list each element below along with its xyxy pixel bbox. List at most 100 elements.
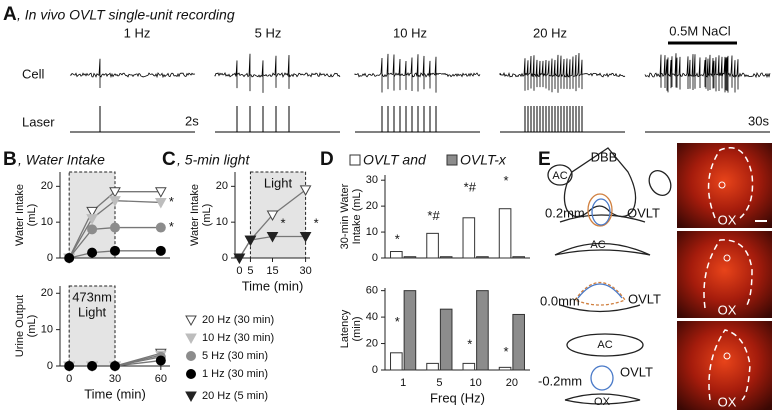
series-line	[68, 226, 161, 259]
legend-swatch	[185, 333, 197, 345]
image-label: OX	[718, 212, 737, 227]
data-point	[155, 245, 166, 256]
diagram	[547, 147, 672, 405]
traces	[69, 53, 771, 133]
cell-trace	[644, 53, 771, 93]
y-tick-label: 0	[372, 252, 378, 264]
legend-label: 10 Hz (30 min)	[202, 332, 274, 344]
bar	[476, 256, 489, 259]
diagram-label: 0.2mm	[545, 205, 585, 220]
panel-title: , In vivo OVLT single-unit recording	[17, 7, 235, 23]
diagram-label: DBB	[591, 149, 618, 164]
laser-trace	[70, 106, 195, 133]
cell-trace	[499, 53, 626, 93]
x-axis-label: Freq (Hz)	[430, 390, 485, 405]
x-tick-label: 1	[400, 377, 406, 389]
bar	[426, 362, 439, 371]
cell-trace	[354, 53, 481, 93]
data-point	[86, 214, 98, 225]
y-tick-label: 0	[372, 364, 378, 376]
y-axis-label: Latency	[339, 309, 351, 348]
data-point	[64, 361, 75, 371]
data-point	[299, 185, 312, 196]
panel-title: , 5-min light	[177, 152, 250, 168]
legend-swatch	[186, 369, 196, 379]
y-tick-label: 10	[216, 216, 228, 228]
y-axis-label: (min)	[351, 316, 363, 341]
x-tick-label: 5	[247, 265, 253, 277]
diagram-label: OVLT	[620, 364, 653, 379]
y-tick-label: 40	[366, 311, 378, 323]
light-shade	[249, 171, 307, 259]
column-label: 5 Hz	[255, 25, 282, 40]
x-axis-label: Time (min)	[84, 386, 146, 401]
x-tick-label: 10	[470, 377, 482, 389]
data-point	[110, 245, 120, 256]
data-point	[87, 361, 98, 371]
y-axis-label: (mL)	[201, 204, 213, 227]
y-axis-label: Urine Output	[14, 295, 26, 357]
bar	[439, 308, 453, 371]
y-tick-label: 0	[47, 252, 53, 264]
bar	[462, 362, 476, 371]
micrographs	[677, 143, 772, 410]
series-line	[238, 235, 306, 259]
bar	[476, 290, 489, 371]
bar	[462, 217, 476, 259]
annotation: *#	[427, 208, 440, 223]
bar	[390, 352, 403, 371]
bar	[498, 366, 512, 371]
data-point	[155, 222, 166, 233]
bar	[512, 256, 525, 259]
data-point	[109, 187, 121, 198]
data-point	[87, 247, 98, 258]
data-point	[110, 222, 120, 233]
column-label: 0.5M NaCl	[669, 23, 731, 38]
shade-label: 473nm	[72, 289, 112, 304]
image-label: OX	[718, 302, 737, 317]
diagram-label: 0.0mm	[540, 293, 580, 308]
bar	[390, 251, 403, 259]
y-tick-label: 0	[47, 360, 53, 372]
image-label: OX	[718, 394, 737, 409]
x-tick-label: 20	[506, 377, 518, 389]
data-point	[155, 355, 166, 366]
column-label: 1 Hz	[124, 25, 151, 40]
data-point	[86, 206, 98, 218]
diagram-label: AC	[597, 339, 612, 351]
y-tick-label: 10	[41, 216, 53, 228]
series-line	[68, 191, 161, 259]
y-axis-label: 30-min Water	[339, 183, 351, 249]
y-tick-label: 20	[216, 180, 228, 192]
diagram-label: OVLT	[628, 291, 661, 306]
column-label: 10 Hz	[393, 25, 427, 40]
cell-trace	[214, 53, 341, 93]
laser-trace	[355, 106, 480, 133]
panel-label: C	[162, 149, 176, 170]
row-label: Laser	[22, 114, 55, 129]
y-tick-label: 10	[41, 324, 53, 336]
x-tick-label: 5	[436, 377, 442, 389]
scale-label: 30s	[748, 113, 769, 128]
bar	[512, 313, 525, 371]
legend-label: 20 Hz (30 min)	[202, 314, 274, 326]
y-axis-label: Water Intake	[189, 184, 201, 246]
series-line	[68, 200, 161, 259]
diagram-label: AC	[552, 170, 567, 182]
legend-swatch	[185, 391, 197, 403]
row-label: Cell	[22, 66, 45, 81]
shade-label: Light	[78, 304, 107, 319]
y-tick-label: 20	[366, 337, 378, 349]
annotation: *#	[464, 179, 477, 194]
legend-swatch	[349, 154, 361, 166]
cell-trace	[69, 58, 196, 89]
panel-label: E	[538, 149, 551, 170]
y-tick-label: 60	[366, 285, 378, 297]
x-tick-label: 0	[66, 373, 72, 385]
data-point	[87, 224, 98, 235]
y-axis-label: (mL)	[26, 204, 38, 227]
diagram-label: -0.2mm	[538, 373, 582, 388]
shade-label: Light	[264, 175, 293, 190]
bar	[498, 208, 512, 259]
